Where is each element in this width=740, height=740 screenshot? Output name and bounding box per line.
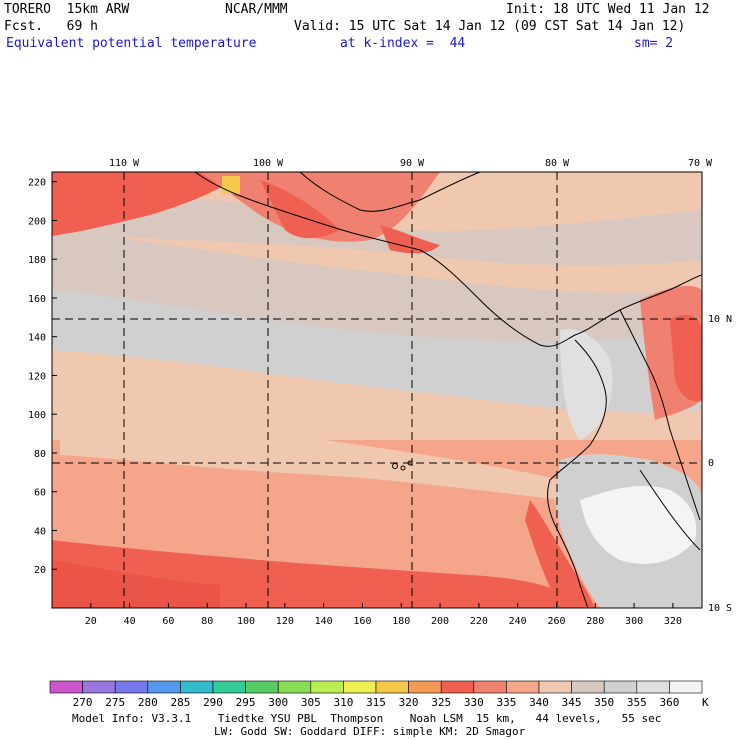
colorbar-label: 355 [627, 696, 647, 709]
x-tick-label: 80 [201, 616, 213, 627]
forecast-hour: Fcst. 69 h [4, 19, 98, 34]
lon-label: 70 W [688, 158, 713, 169]
y-tick-label: 120 [28, 371, 46, 382]
colorbar-label: 270 [73, 696, 93, 709]
x-tick-label: 220 [470, 616, 488, 627]
colorbar-label: 345 [562, 696, 582, 709]
y-tick-label: 40 [34, 526, 46, 537]
y-tick-label: 220 [28, 178, 46, 189]
colorbar-label: 350 [594, 696, 614, 709]
x-tick-label: 300 [625, 616, 643, 627]
colorbar-label: 315 [366, 696, 386, 709]
colorbar-swatch [245, 680, 279, 694]
colorbar-label: 320 [399, 696, 419, 709]
y-tick-label: 180 [28, 255, 46, 266]
model-info-line: Model Info: V3.3.1 Tiedtke YSU PBL Thomp… [72, 712, 662, 725]
colorbar-swatch [506, 680, 540, 694]
lon-label: 110 W [109, 158, 140, 169]
colorbar-swatch [212, 680, 246, 694]
x-tick-label: 200 [431, 616, 449, 627]
colorbar-swatch [603, 680, 638, 694]
colorbar-swatch [82, 680, 116, 694]
lon-label: 80 W [545, 158, 570, 169]
x-tick-label: 280 [586, 616, 604, 627]
colorbar-swatch [147, 680, 181, 694]
x-tick-label: 320 [664, 616, 682, 627]
axis-labels: 110 W 100 W 90 W 80 W 70 W 10 N 0 10 S 20 40 60 80 1… [28, 158, 732, 627]
x-tick-label: 160 [353, 616, 371, 627]
map-field [52, 172, 702, 608]
x-tick-label: 40 [124, 616, 136, 627]
smoothing-info: sm= 2 [634, 36, 674, 51]
level-info: at k-index = 44 [340, 36, 466, 51]
colorbar-swatch [538, 680, 572, 694]
x-tick-label: 100 [237, 616, 255, 627]
center-name: NCAR/MMM [225, 2, 288, 17]
colorbar-swatch [375, 680, 409, 694]
colorbar-swatch [114, 680, 149, 694]
x-tick-label: 180 [392, 616, 410, 627]
y-tick-label: 200 [28, 216, 46, 227]
y-tick-label: 20 [34, 565, 46, 576]
x-tick-label: 20 [85, 616, 97, 627]
coastlines [194, 171, 703, 609]
colorbar-label: 360 [659, 696, 679, 709]
colorbar-label: 330 [464, 696, 484, 709]
colorbar-label: 290 [203, 696, 223, 709]
colorbar-swatch [669, 680, 703, 694]
graticule [52, 172, 702, 608]
map-frame [51, 171, 703, 609]
colorbar-swatch [408, 680, 442, 694]
colorbar-label: 325 [431, 696, 451, 709]
x-tick-label: 60 [162, 616, 174, 627]
lat-label: 0 [708, 458, 714, 469]
physics-info-line: LW: Godd SW: Goddard DIFF: simple KM: 2D… [214, 725, 526, 738]
x-tick-label: 260 [547, 616, 565, 627]
colorbar-swatch [49, 680, 83, 694]
colorbar-label: 295 [236, 696, 256, 709]
field-name: Equivalent potential temperature [6, 36, 257, 51]
colorbar-label: 280 [138, 696, 158, 709]
lon-label: 100 W [253, 158, 284, 169]
x-tick-label: 240 [509, 616, 527, 627]
colorbar-label: 300 [268, 696, 288, 709]
colorbar-swatch [180, 680, 214, 694]
colorbar: 270 275 280 285 290 295 300 305 310 315 320 325 330 3… [49, 680, 709, 709]
x-tick-label: 120 [276, 616, 294, 627]
valid-time: Valid: 15 UTC Sat 14 Jan 12 (09 CST Sat … [294, 19, 686, 34]
model-name: TORERO 15km ARW [4, 2, 130, 17]
y-tick-label: 60 [34, 488, 46, 499]
colorbar-swatch [440, 680, 475, 694]
colorbar-label: 335 [496, 696, 516, 709]
colorbar-unit: K [702, 696, 709, 709]
colorbar-label: 275 [105, 696, 125, 709]
colorbar-label: 285 [170, 696, 190, 709]
lat-label: 10 S [708, 603, 732, 614]
colorbar-swatch [310, 680, 344, 694]
colorbar-swatch [473, 680, 507, 694]
colorbar-label: 310 [333, 696, 353, 709]
y-tick-label: 80 [34, 449, 46, 460]
x-tick-label: 140 [315, 616, 333, 627]
colorbar-swatch [277, 680, 312, 694]
colorbar-label: 305 [301, 696, 321, 709]
y-tick-label: 160 [28, 294, 46, 305]
colorbar-swatch [636, 680, 670, 694]
colorbar-swatch [571, 680, 605, 694]
colorbar-swatch [343, 680, 377, 694]
init-time: Init: 18 UTC Wed 11 Jan 12 [506, 2, 710, 17]
y-tick-label: 140 [28, 333, 46, 344]
y-tick-label: 100 [28, 410, 46, 421]
lat-label: 10 N [708, 314, 732, 325]
colorbar-label: 340 [529, 696, 549, 709]
lon-label: 90 W [400, 158, 425, 169]
